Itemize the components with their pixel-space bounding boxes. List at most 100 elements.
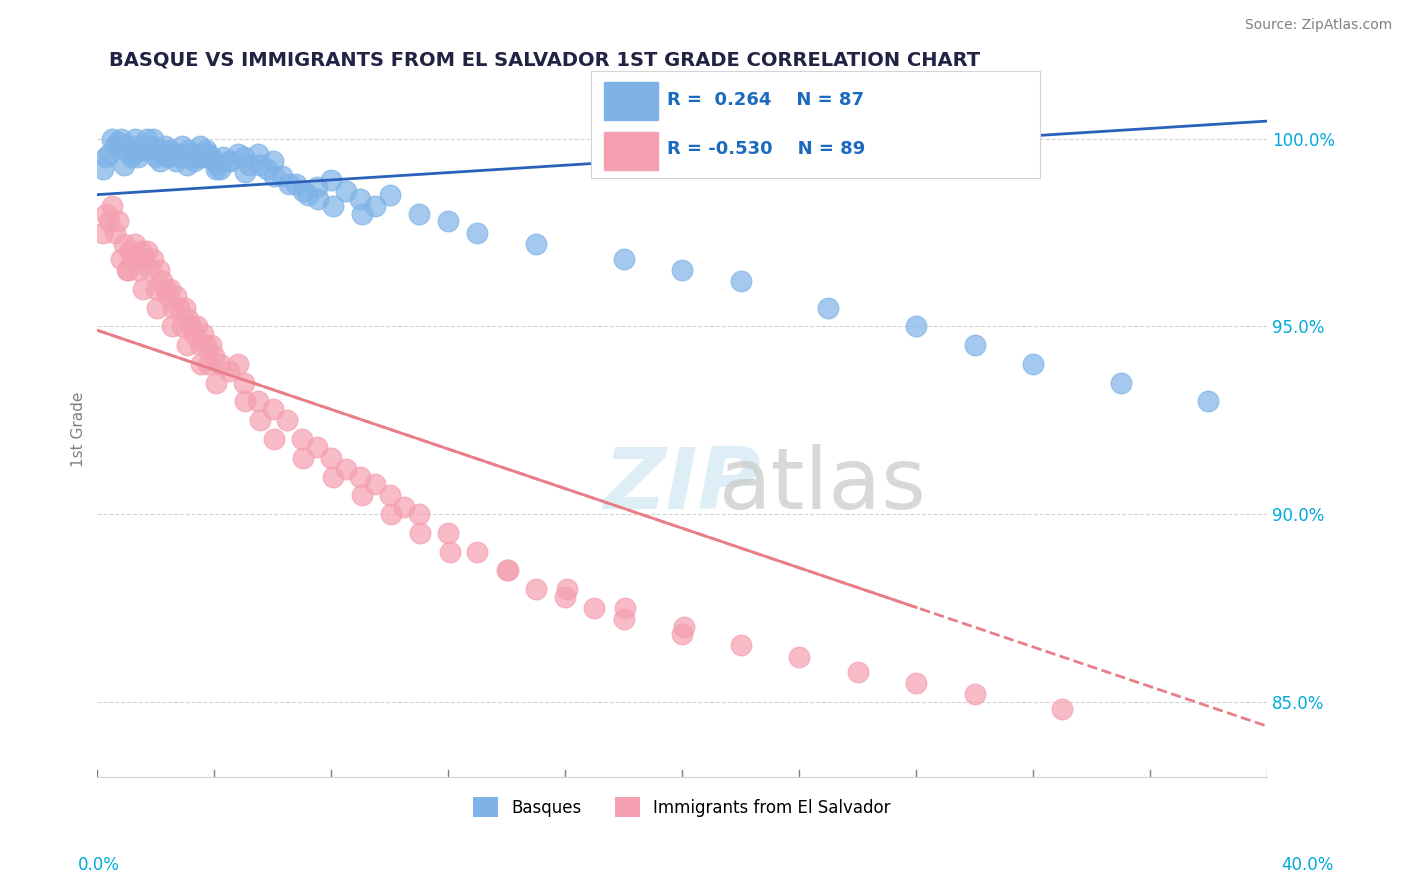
Point <box>554 590 576 604</box>
Point <box>156 150 179 164</box>
Point <box>495 563 517 577</box>
Point <box>672 620 695 634</box>
Point <box>846 665 869 679</box>
Point <box>263 169 285 184</box>
Point <box>186 146 208 161</box>
Point <box>963 338 986 352</box>
Legend: Basques, Immigrants from El Salvador: Basques, Immigrants from El Salvador <box>467 790 897 824</box>
Point <box>305 180 328 194</box>
Point <box>249 158 271 172</box>
Point <box>496 563 519 577</box>
Point <box>408 207 430 221</box>
Point <box>614 601 637 615</box>
Text: 0.0%: 0.0% <box>77 856 120 874</box>
Point <box>118 139 141 153</box>
Text: 40.0%: 40.0% <box>1281 856 1334 874</box>
Point <box>104 139 127 153</box>
Point <box>291 432 314 446</box>
Point <box>131 282 153 296</box>
Point <box>188 338 211 352</box>
Point <box>101 131 124 145</box>
Point <box>177 143 200 157</box>
Point <box>322 469 344 483</box>
Point <box>177 311 200 326</box>
Point <box>730 274 752 288</box>
Point <box>172 139 194 153</box>
Point <box>437 525 460 540</box>
Point <box>262 154 284 169</box>
Point <box>183 154 205 169</box>
Point <box>364 477 387 491</box>
Point <box>409 525 432 540</box>
Point <box>176 338 198 352</box>
Point <box>118 244 141 259</box>
Point <box>148 143 170 157</box>
Y-axis label: 1st Grade: 1st Grade <box>72 392 86 467</box>
Point <box>212 150 235 164</box>
Point <box>270 169 292 184</box>
Point <box>159 143 181 157</box>
Point <box>555 582 578 596</box>
Point <box>172 319 194 334</box>
Point <box>1050 702 1073 716</box>
Point <box>167 301 190 315</box>
Point <box>98 146 121 161</box>
Point <box>136 244 159 259</box>
Point <box>524 236 547 251</box>
Bar <box>605 82 658 120</box>
Point <box>524 582 547 596</box>
Point <box>142 252 165 266</box>
Point <box>112 236 135 251</box>
Point <box>276 413 298 427</box>
Point <box>1197 394 1219 409</box>
Point <box>350 207 373 221</box>
Point <box>207 158 229 172</box>
Point <box>149 154 172 169</box>
Text: R = -0.530    N = 89: R = -0.530 N = 89 <box>666 141 865 159</box>
Point <box>467 544 489 558</box>
Point <box>134 143 156 157</box>
Point <box>174 146 197 161</box>
Point <box>613 612 636 626</box>
Point <box>146 301 169 315</box>
Point <box>110 252 132 266</box>
Point <box>200 150 222 164</box>
Point <box>200 338 222 352</box>
Text: BASQUE VS IMMIGRANTS FROM EL SALVADOR 1ST GRADE CORRELATION CHART: BASQUE VS IMMIGRANTS FROM EL SALVADOR 1S… <box>110 51 980 70</box>
Point <box>104 226 127 240</box>
Point <box>671 263 693 277</box>
Point <box>277 177 299 191</box>
Point <box>162 146 184 161</box>
Text: ZIP: ZIP <box>603 443 761 526</box>
Point <box>307 192 329 206</box>
Point <box>394 500 416 514</box>
Point <box>165 289 187 303</box>
Point <box>136 131 159 145</box>
Point <box>194 338 217 352</box>
Point <box>115 263 138 277</box>
Point <box>139 139 162 153</box>
Point <box>730 639 752 653</box>
Point <box>129 139 152 153</box>
Point <box>98 214 121 228</box>
Point <box>671 627 693 641</box>
Point <box>190 357 212 371</box>
Point <box>202 350 225 364</box>
Point <box>467 226 489 240</box>
Point <box>91 161 114 176</box>
Point <box>180 319 202 334</box>
Point <box>94 150 117 164</box>
Point <box>160 319 183 334</box>
Point <box>256 161 278 176</box>
Point <box>115 143 138 157</box>
Point <box>180 150 202 164</box>
Point <box>209 161 232 176</box>
Point <box>380 507 402 521</box>
Text: atlas: atlas <box>718 443 927 526</box>
Point <box>153 282 176 296</box>
Point <box>437 214 460 228</box>
Point <box>190 150 212 164</box>
Point <box>131 143 153 157</box>
Point <box>107 214 129 228</box>
Point <box>153 139 176 153</box>
